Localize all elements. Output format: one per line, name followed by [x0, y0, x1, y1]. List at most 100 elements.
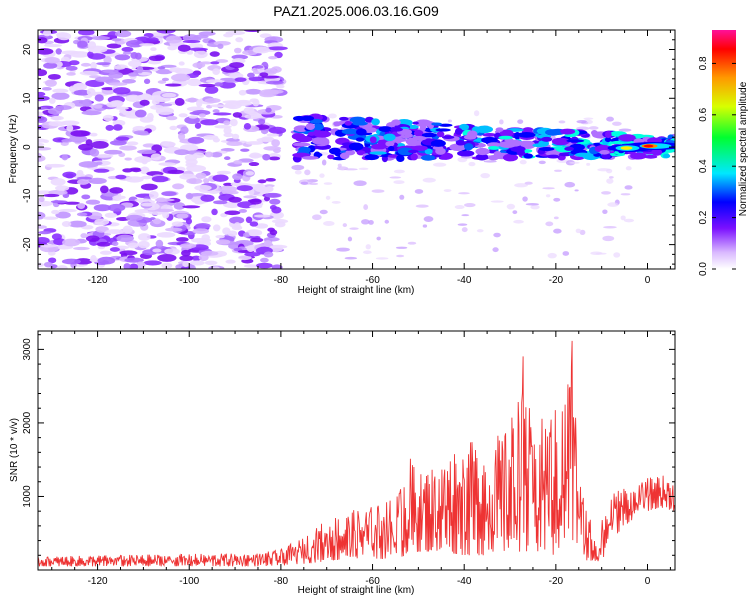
band-blob	[348, 142, 364, 151]
haze-blob	[620, 215, 626, 221]
speckle-blob	[186, 178, 203, 185]
speckle-blob	[101, 87, 116, 91]
speckle-blob	[235, 37, 244, 43]
speckle-blob	[77, 179, 90, 185]
haze-blob	[623, 218, 635, 223]
speckle-blob	[132, 125, 146, 132]
speckle-blob	[271, 139, 280, 147]
speckle-blob	[243, 30, 262, 33]
haze-blob	[562, 251, 570, 256]
speckle-blob	[38, 69, 48, 77]
haze-blob	[545, 194, 551, 198]
speckle-blob	[179, 255, 194, 262]
haze-blob	[368, 220, 374, 225]
band-blob	[540, 136, 553, 142]
speckle-blob	[178, 61, 185, 66]
speckle-blob	[190, 260, 205, 266]
speckle-blob	[181, 249, 191, 257]
speckle-blob	[81, 110, 102, 116]
speckle-blob	[269, 204, 277, 210]
speckle-blob	[148, 190, 159, 199]
speckle-blob	[212, 174, 229, 182]
haze-blob	[347, 236, 353, 242]
haze-blob	[371, 189, 385, 193]
speckle-blob	[61, 154, 69, 161]
band-blob	[309, 118, 323, 124]
speckle-blob	[261, 136, 274, 142]
speckle-blob	[90, 35, 111, 41]
speckle-blob	[43, 44, 62, 48]
speckle-blob	[185, 192, 194, 200]
speckle-blob	[43, 62, 58, 69]
speckle-blob	[245, 216, 253, 224]
band-blob	[391, 119, 401, 126]
band-blob	[464, 143, 474, 151]
haze-blob	[414, 189, 424, 194]
haze-blob	[344, 256, 358, 260]
speckle-blob	[56, 265, 68, 269]
haze-blob	[457, 223, 468, 226]
snr-x-tick-label: -40	[457, 576, 472, 587]
haze-blob	[569, 161, 580, 164]
haze-blob	[300, 181, 309, 185]
speckle-blob	[89, 132, 98, 137]
speckle-blob	[109, 247, 121, 252]
haze-blob	[601, 191, 611, 195]
speckle-blob	[268, 156, 281, 161]
colorbar-tick-label: 0.6	[698, 107, 709, 121]
band-blob	[604, 137, 612, 143]
speckle-blob	[125, 176, 144, 183]
speckle-blob	[268, 126, 287, 134]
speckle-blob	[260, 257, 269, 263]
colorbar-label: Normalized spectral amplitude	[738, 81, 749, 216]
speckle-blob	[182, 34, 199, 42]
snr-y-tick-label: 2000	[22, 411, 33, 434]
haze-blob	[595, 252, 607, 255]
speckle-blob	[263, 146, 282, 151]
speckle-blob	[48, 121, 66, 127]
speckle-blob	[269, 198, 281, 205]
speckle-blob	[257, 179, 267, 184]
speckle-blob	[139, 43, 155, 47]
speckle-blob	[266, 133, 280, 137]
speckle-blob	[186, 78, 202, 87]
speckle-blob	[248, 230, 260, 237]
spectrogram-y-tick-label: -10	[22, 188, 33, 203]
speckle-blob	[223, 132, 234, 138]
haze-blob	[312, 214, 322, 221]
speckle-blob	[228, 196, 242, 203]
speckle-blob	[141, 202, 155, 207]
band-blob	[457, 150, 475, 157]
speckle-blob	[161, 92, 177, 98]
speckle-blob	[200, 194, 215, 202]
spectrogram-heatmap	[38, 30, 675, 269]
speckle-blob	[157, 66, 166, 70]
haze-blob	[328, 113, 337, 119]
speckle-blob	[179, 243, 197, 249]
speckle-blob	[194, 200, 204, 205]
speckle-blob	[122, 51, 132, 55]
speckle-blob	[166, 115, 178, 121]
speckle-blob	[243, 264, 260, 268]
speckle-blob	[223, 126, 232, 135]
band-blob	[517, 131, 536, 138]
band-blob	[438, 123, 453, 127]
speckle-blob	[160, 64, 177, 68]
haze-blob	[468, 161, 476, 167]
speckle-blob	[114, 30, 132, 38]
snr-x-tick-label: -60	[365, 576, 380, 587]
speckle-blob	[198, 254, 209, 262]
speckle-blob	[93, 154, 114, 158]
speckle-blob	[80, 62, 91, 67]
speckle-blob	[220, 212, 228, 218]
band-blob	[305, 123, 315, 131]
snr-x-tick-label: -120	[88, 576, 108, 587]
speckle-blob	[97, 256, 116, 265]
speckle-blob	[185, 218, 193, 225]
speckle-blob	[147, 96, 157, 101]
haze-blob	[547, 252, 557, 259]
band-blob	[393, 136, 403, 143]
speckle-blob	[58, 208, 77, 213]
band-blob	[574, 152, 591, 157]
